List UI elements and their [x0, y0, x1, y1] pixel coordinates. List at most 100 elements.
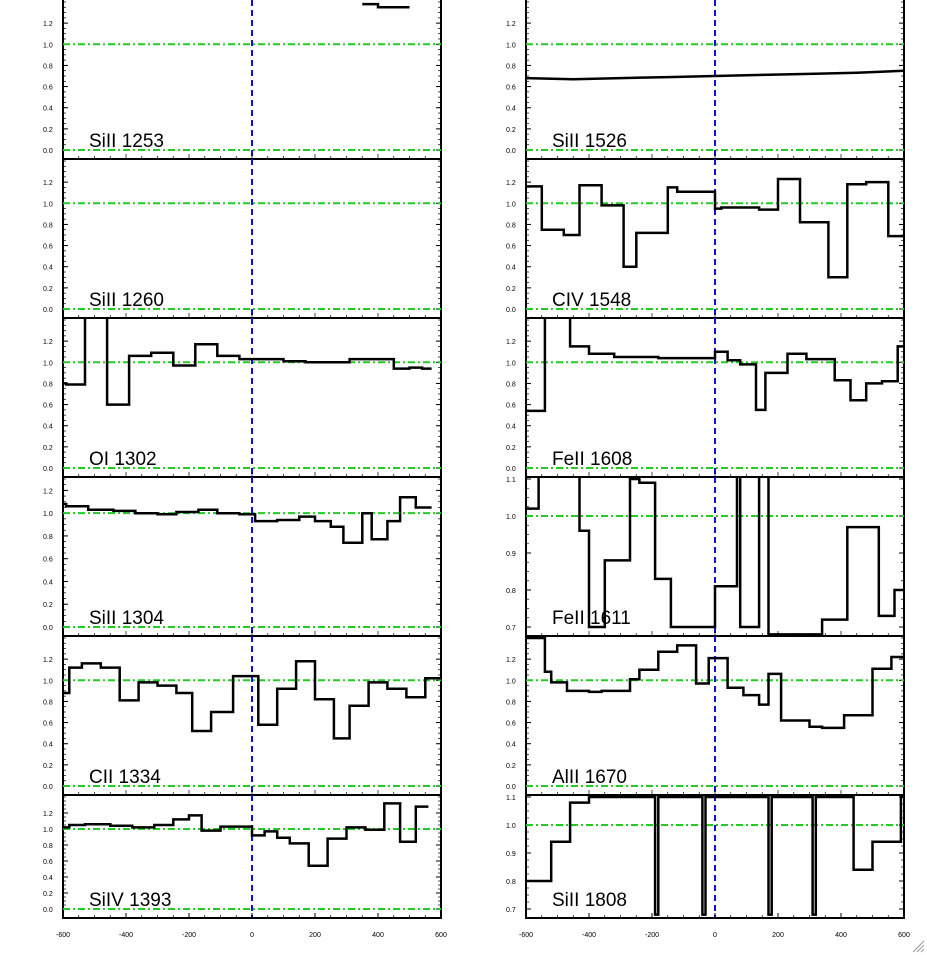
- x-axis-left: -600 -400 -200 0 200 400 600: [56, 154, 447, 939]
- y-tick-label: 0.4: [43, 265, 53, 272]
- y-tick-label: 0.0: [43, 625, 53, 632]
- x-tick-label: 600: [898, 932, 910, 939]
- y-tick-label: 1.0: [506, 201, 516, 208]
- y-tick-label: 0.6: [43, 85, 53, 92]
- y-tick-label: 1.2: [506, 339, 516, 346]
- y-tick-label: 1.0: [43, 201, 53, 208]
- y-tick-label: 0.8: [43, 699, 53, 706]
- x-tick-label: -400: [582, 932, 596, 939]
- x-tick-label: 0: [250, 932, 254, 939]
- y-tick-label: 0.2: [43, 445, 53, 452]
- x-tick-label: 200: [772, 932, 784, 939]
- y-tick-label: 0.8: [43, 843, 53, 850]
- y-tick-label: 1.0: [43, 678, 53, 685]
- y-tick-label: 0.0: [506, 466, 516, 473]
- panel-cii-1334: 0.0 0.2 0.4 0.6 0.8 1.0 1.2 CII 1334: [43, 635, 442, 796]
- panel-label: AlII 1670: [552, 767, 627, 788]
- y-tick-label: 1.0: [43, 42, 53, 49]
- x-tick-label: -600: [56, 932, 70, 939]
- y-tick-label: 0.4: [506, 742, 516, 749]
- y-tick-label: 0.4: [506, 265, 516, 272]
- spectrum-line: [526, 69, 904, 81]
- y-tick-label: 0.4: [43, 579, 53, 586]
- y-tick-label: 0.8: [43, 63, 53, 70]
- y-tick-label: 0.8: [43, 222, 53, 229]
- y-tick-label: 1.0: [506, 678, 516, 685]
- y-tick-label: 0.4: [506, 424, 516, 431]
- y-tick-label: 0.8: [506, 879, 516, 886]
- y-tick-label: 0.6: [506, 244, 516, 251]
- x-tick-label: 200: [309, 932, 321, 939]
- panel-label: SiII 1808: [552, 890, 627, 911]
- panel-label: SiIV 1393: [89, 890, 171, 911]
- resize-grip-icon[interactable]: [911, 939, 925, 953]
- y-tick-label: 0.4: [43, 424, 53, 431]
- y-tick-label: 0.4: [43, 106, 53, 113]
- y-tick-label: 0.8: [43, 534, 53, 541]
- y-tick-label: 1.2: [506, 21, 516, 28]
- panel-alii-1670: 0.0 0.2 0.4 0.6 0.8 1.0 1.2 AlII 1670: [506, 635, 905, 796]
- y-tick-label: 0.6: [43, 403, 53, 410]
- y-tick-label: 1.2: [43, 657, 53, 664]
- y-tick-label: 0.6: [506, 403, 516, 410]
- y-tick-label: 1.1: [506, 795, 516, 802]
- y-tick-label: 0.2: [43, 127, 53, 134]
- y-tick-label: 0.0: [43, 307, 53, 314]
- panel-label: SiII 1260: [89, 290, 164, 311]
- y-tick-label: 0.8: [506, 381, 516, 388]
- y-tick-label: 0.0: [506, 784, 516, 791]
- y-tick-label: 1.2: [506, 180, 516, 187]
- y-tick-label: 0.6: [506, 721, 516, 728]
- y-tick-label: 0.8: [506, 63, 516, 70]
- y-tick-label: 1.0: [506, 360, 516, 367]
- x-axis-right: -600 -400 -200 0 200 400 600: [519, 154, 910, 939]
- spectrum-line: [362, 2, 410, 9]
- panel-label: SiII 1253: [89, 131, 164, 152]
- y-tick-label: 0.7: [506, 907, 516, 914]
- x-tick-label: -400: [119, 932, 133, 939]
- panel-civ-1548: 0.0 0.2 0.4 0.6 0.8 1.0 1.2 CIV 1548: [506, 158, 905, 319]
- x-tick-label: 600: [435, 932, 447, 939]
- y-tick-label: 0.0: [43, 784, 53, 791]
- y-tick-label: 0.2: [43, 763, 53, 770]
- y-tick-label: 0.8: [506, 699, 516, 706]
- panel-siii-1253: 0.0 0.2 0.4 0.6 0.8 1.0 1.2 SiII 1253: [43, 0, 442, 160]
- spectrum-line: [526, 636, 904, 730]
- y-tick-label: 1.0: [506, 514, 516, 521]
- y-tick-label: 1.2: [43, 811, 53, 818]
- panel-label: OI 1302: [89, 449, 157, 470]
- y-tick-label: 1.2: [506, 657, 516, 664]
- spectrum-line: [63, 660, 441, 740]
- y-tick-label: 1.2: [43, 180, 53, 187]
- spectrum-line: [63, 318, 432, 406]
- y-tick-label: 1.0: [506, 823, 516, 830]
- y-tick-label: 1.0: [43, 511, 53, 518]
- spectrum-line: [526, 318, 904, 413]
- y-tick-label: 0.6: [506, 85, 516, 92]
- y-tick-label: 1.2: [43, 21, 53, 28]
- spectrum-line: [526, 177, 904, 279]
- y-tick-label: 1.0: [43, 360, 53, 367]
- spectrum-line: [526, 795, 904, 916]
- y-tick-label: 0.2: [43, 602, 53, 609]
- x-tick-label: 0: [713, 932, 717, 939]
- y-tick-label: 0.2: [506, 763, 516, 770]
- x-tick-label: 400: [372, 932, 384, 939]
- panel-label: CIV 1548: [552, 290, 631, 311]
- y-tick-label: 0.8: [43, 381, 53, 388]
- panel-label: FeII 1611: [552, 608, 631, 629]
- y-tick-label: 0.6: [43, 557, 53, 564]
- y-tick-label: 0.6: [43, 721, 53, 728]
- y-tick-label: 1.2: [43, 488, 53, 495]
- y-tick-label: 0.9: [506, 551, 516, 558]
- y-tick-label: 0.8: [506, 222, 516, 229]
- panel-label: CII 1334: [89, 767, 161, 788]
- spectrum-line: [63, 495, 432, 545]
- panel-feii-1611: 0.7 0.8 0.9 1.0 1.1 FeII 1611: [506, 476, 905, 637]
- x-tick-label: -200: [182, 932, 196, 939]
- y-tick-label: 0.6: [43, 244, 53, 251]
- y-tick-label: 0.2: [506, 286, 516, 293]
- y-tick-label: 1.0: [506, 42, 516, 49]
- y-tick-label: 0.8: [506, 588, 516, 595]
- y-tick-label: 0.2: [43, 286, 53, 293]
